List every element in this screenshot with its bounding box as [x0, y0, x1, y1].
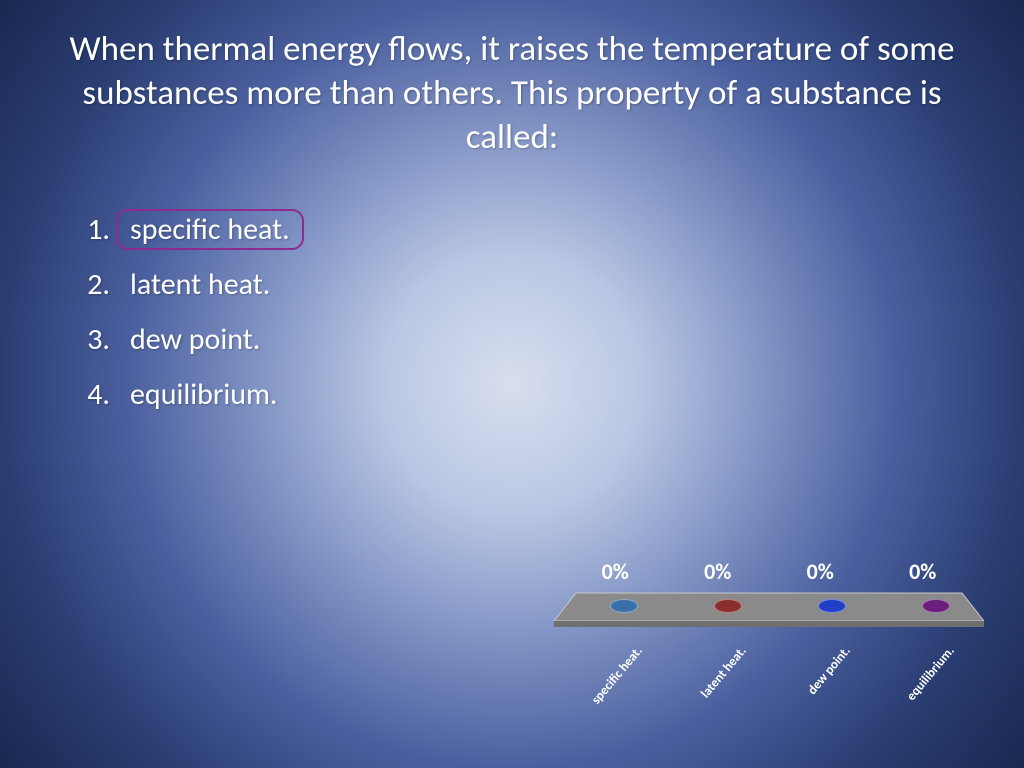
option-number: 2.: [72, 266, 116, 303]
chart-disc: [714, 599, 742, 613]
option-4: 4. equilibrium.: [72, 374, 1024, 415]
option-number: 3.: [72, 321, 116, 358]
question-title: When thermal energy flows, it raises the…: [0, 0, 1024, 159]
option-text: latent heat.: [116, 264, 284, 305]
option-1: 1. specific heat.: [72, 209, 1024, 250]
chart-disc: [922, 599, 950, 613]
chart-label: dew point.: [772, 644, 854, 738]
option-text: specific heat.: [116, 209, 304, 250]
chart-labels: specific heat. latent heat. dew point. e…: [554, 625, 984, 715]
option-number: 1.: [72, 211, 116, 248]
response-chart: 0% 0% 0% 0% specific heat. latent heat. …: [554, 558, 984, 708]
chart-label: specific heat.: [564, 644, 646, 738]
chart-disc: [610, 599, 638, 613]
chart-disc: [818, 599, 846, 613]
option-text: equilibrium.: [116, 374, 292, 415]
chart-percent-row: 0% 0% 0% 0%: [554, 558, 984, 585]
options-list: 1. specific heat. 2. latent heat. 3. dew…: [72, 209, 1024, 415]
chart-percent: 0%: [878, 558, 968, 585]
chart-label: latent heat.: [668, 644, 750, 738]
chart-plate: [554, 589, 984, 625]
chart-percent: 0%: [570, 558, 660, 585]
option-3: 3. dew point.: [72, 319, 1024, 360]
chart-percent: 0%: [775, 558, 865, 585]
option-text: dew point.: [116, 319, 274, 360]
option-number: 4.: [72, 376, 116, 413]
chart-percent: 0%: [673, 558, 763, 585]
option-2: 2. latent heat.: [72, 264, 1024, 305]
chart-label: equilibrium.: [876, 644, 958, 738]
